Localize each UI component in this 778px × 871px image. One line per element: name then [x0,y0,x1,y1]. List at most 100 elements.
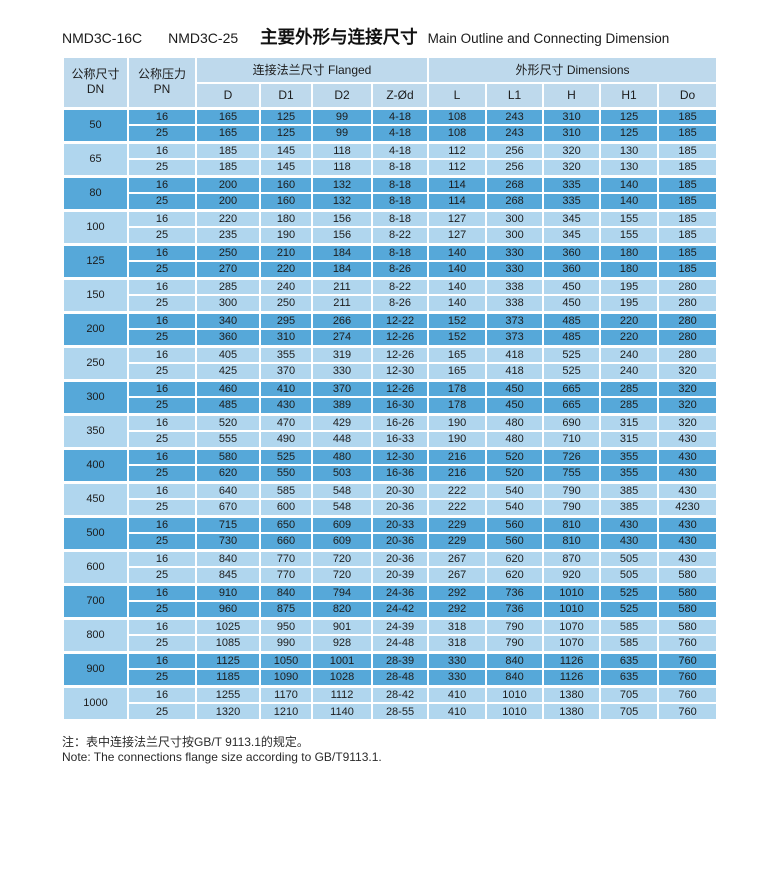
value-cell: 1070 [542,616,602,636]
pn-cell: 16 [127,276,197,296]
value-cell: 320 [657,396,719,415]
pn-cell: 16 [127,242,197,262]
value-cell: 165 [195,124,261,143]
table-row: 25 670 600 548 20-36 222 540 790 385 4230 [63,498,719,517]
value-cell: 1050 [259,650,313,670]
table-row: 25 960 875 820 24-42 292 736 1010 525 580 [63,600,719,619]
value-cell: 736 [485,600,545,619]
value-cell: 140 [427,294,488,313]
table-row: 65 16 185 145 118 4-18 112 256 320 130 185 [62,140,719,177]
value-cell: 118 [311,158,373,177]
dn-cell: 50 [62,106,129,143]
value-cell: 1320 [195,702,261,721]
value-cell: 1255 [195,684,261,704]
value-cell: 4-18 [370,106,430,126]
pn-cell: 25 [127,226,197,245]
value-cell: 240 [259,276,313,296]
value-cell: 210 [259,242,313,262]
value-cell: 430 [657,430,719,449]
value-cell: 267 [427,548,488,568]
value-cell: 28-55 [370,702,430,721]
value-cell: 620 [195,464,261,483]
value-cell: 430 [657,514,719,534]
value-cell: 920 [542,566,602,585]
value-cell: 810 [542,514,602,534]
value-cell: 548 [311,498,373,517]
value-cell: 243 [485,124,545,143]
value-cell: 525 [599,582,660,602]
value-cell: 355 [599,446,660,466]
pn-cell: 25 [127,260,197,279]
value-cell: 184 [311,242,373,262]
value-cell: 140 [427,276,488,296]
table-row: 25 165 125 99 4-18 108 243 310 125 185 [63,124,719,143]
value-cell: 165 [195,106,261,126]
value-cell: 112 [427,158,488,177]
value-cell: 990 [259,634,313,653]
value-cell: 736 [485,582,545,602]
table-row: 25 620 550 503 16-36 216 520 755 355 430 [63,464,719,483]
value-cell: 114 [427,192,488,211]
value-cell: 256 [485,158,545,177]
value-cell: 670 [195,498,261,517]
value-cell: 12-26 [370,344,430,364]
value-cell: 315 [599,430,660,449]
value-cell: 216 [427,446,488,466]
value-cell: 665 [542,378,602,398]
table-row: 350 16 520 470 429 16-26 190 480 690 315 320 [62,412,719,449]
value-cell: 268 [485,174,545,194]
value-cell: 280 [657,310,719,330]
value-cell: 385 [599,480,660,500]
value-cell: 620 [485,548,545,568]
value-cell: 1210 [259,702,313,721]
value-cell: 140 [599,174,660,194]
value-cell: 267 [427,566,488,585]
value-cell: 1380 [542,684,602,704]
value-cell: 665 [542,396,602,415]
pn-cell: 16 [127,378,197,398]
col-header-d: D [195,82,261,109]
value-cell: 430 [657,480,719,500]
value-cell: 450 [542,276,602,296]
value-cell: 840 [259,582,313,602]
col-header-do: Do [657,82,719,109]
table-row: 25 185 145 118 8-18 112 256 320 130 185 [63,158,719,177]
value-cell: 1028 [311,668,373,687]
value-cell: 318 [427,634,488,653]
dn-cell: 350 [62,412,129,449]
value-cell: 790 [542,498,602,517]
value-cell: 1140 [311,702,373,721]
value-cell: 410 [259,378,313,398]
value-cell: 385 [599,498,660,517]
value-cell: 184 [311,260,373,279]
value-cell: 410 [427,702,488,721]
value-cell: 430 [657,532,719,551]
value-cell: 320 [657,378,719,398]
value-cell: 503 [311,464,373,483]
table-row: 25 1185 1090 1028 28-48 330 840 1126 635 760 [63,668,719,687]
value-cell: 268 [485,192,545,211]
value-cell: 243 [485,106,545,126]
value-cell: 211 [311,294,373,313]
value-cell: 389 [311,396,373,415]
value-cell: 274 [311,328,373,347]
value-cell: 190 [427,412,488,432]
pn-cell: 25 [127,498,197,517]
value-cell: 430 [259,396,313,415]
value-cell: 485 [542,310,602,330]
table-row: 150 16 285 240 211 8-22 140 338 450 195 280 [62,276,719,313]
value-cell: 220 [599,328,660,347]
value-cell: 480 [485,430,545,449]
value-cell: 770 [259,566,313,585]
value-cell: 319 [311,344,373,364]
value-cell: 505 [599,566,660,585]
value-cell: 360 [195,328,261,347]
value-cell: 180 [599,260,660,279]
value-cell: 1070 [542,634,602,653]
value-cell: 165 [427,362,488,381]
value-cell: 1185 [195,668,261,687]
value-cell: 405 [195,344,261,364]
table-header: 公称尺寸 DN 公称压力 PN 连接法兰尺寸 Flanged 外形尺寸 Dime… [62,56,719,109]
value-cell: 200 [195,192,261,211]
pn-cell: 25 [127,668,197,687]
